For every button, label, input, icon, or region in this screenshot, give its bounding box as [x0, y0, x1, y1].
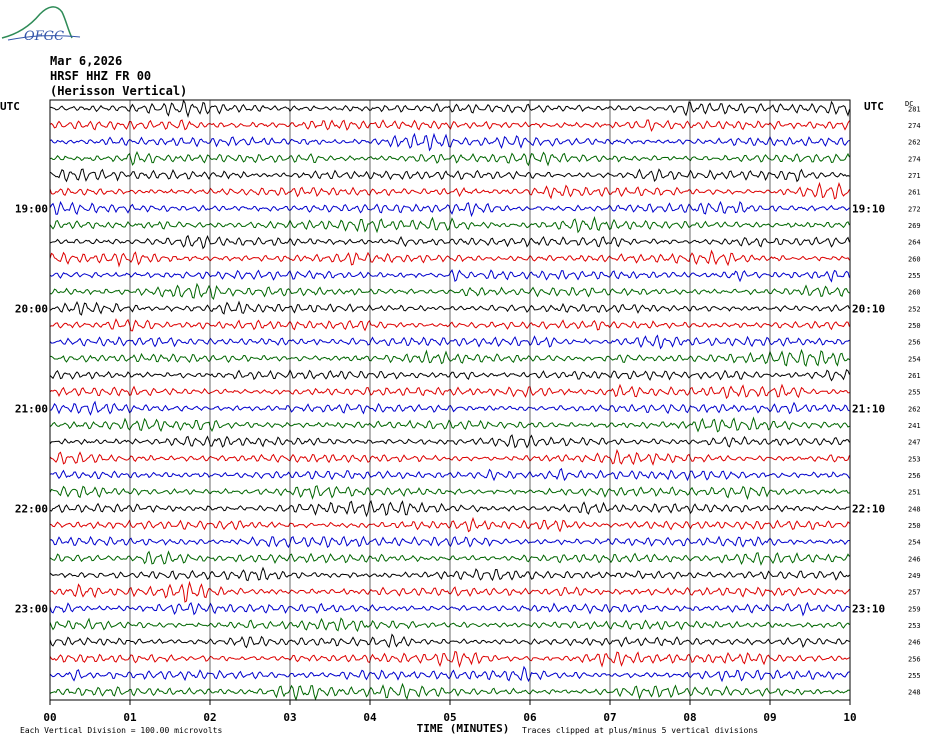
- dc-offset-label: 262: [908, 139, 921, 147]
- dc-offset-label: 253: [908, 622, 921, 630]
- dc-offset-label: 256: [908, 339, 921, 347]
- dc-offset-label: 254: [908, 539, 921, 547]
- header-date: Mar 6,2026: [50, 54, 123, 68]
- dc-offset-label: 269: [908, 222, 921, 230]
- x-tick-label: 07: [603, 711, 616, 724]
- right-time-label: 21:10: [852, 402, 885, 415]
- dc-offset-label: 256: [908, 472, 921, 480]
- dc-offset-label: 254: [908, 355, 921, 363]
- dc-offset-label: 248: [908, 689, 921, 697]
- dc-label: DC: [905, 100, 913, 108]
- x-tick-label: 06: [523, 711, 537, 724]
- dc-offset-label: 252: [908, 305, 921, 313]
- dc-offset-label: 260: [908, 289, 921, 297]
- dc-offset-label: 251: [908, 489, 921, 497]
- left-axis-label: UTC: [0, 100, 20, 113]
- ofgc-logo: OFGC: [1, 6, 81, 44]
- right-axis-label: UTC: [864, 100, 884, 113]
- left-time-label: 23:00: [15, 602, 48, 615]
- dc-offset-label: 259: [908, 605, 921, 613]
- dc-offset-label: 250: [908, 522, 921, 530]
- dc-offset-label: 281: [908, 105, 921, 113]
- header-location: (Herisson Vertical): [50, 84, 188, 98]
- dc-offset-label: 272: [908, 205, 921, 213]
- x-tick-label: 04: [363, 711, 377, 724]
- x-axis-label: TIME (MINUTES): [417, 722, 510, 735]
- dc-offset-label: 250: [908, 322, 921, 330]
- right-time-label: 19:10: [852, 202, 885, 215]
- dc-offset-label: 249: [908, 572, 921, 580]
- left-time-label: 22:00: [15, 502, 48, 515]
- x-tick-label: 09: [763, 711, 776, 724]
- header-station: HRSF HHZ FR 00: [50, 69, 152, 83]
- logo-text: OFGC: [24, 29, 64, 44]
- dc-offset-label: 247: [908, 439, 921, 447]
- dc-offset-label: 262: [908, 405, 921, 413]
- dc-offset-label: 257: [908, 589, 921, 597]
- right-time-label: 23:10: [852, 602, 885, 615]
- x-tick-label: 08: [683, 711, 696, 724]
- x-tick-labels: 00 01 02 03 04 05 06 07 08 09 10: [43, 700, 857, 724]
- dc-offset-label: 246: [908, 639, 921, 647]
- footer-clip-note: Traces clipped at plus/minus 5 vertical …: [522, 726, 758, 735]
- dc-offset-label: 255: [908, 272, 921, 280]
- left-time-label: 21:00: [15, 402, 48, 415]
- left-time-labels: 19:00 20:00 21:00 22:00 23:00: [15, 202, 48, 615]
- dc-offset-label: 255: [908, 389, 921, 397]
- x-tick-label: 10: [843, 711, 856, 724]
- dc-offset-label: 248: [908, 505, 921, 513]
- dc-offset-label: 261: [908, 372, 921, 380]
- dc-offset-label: 274: [908, 155, 921, 163]
- dc-offset-label: 260: [908, 255, 921, 263]
- x-tick-label: 03: [283, 711, 296, 724]
- dc-offset-label: 246: [908, 555, 921, 563]
- dc-offset-label: 274: [908, 122, 921, 130]
- left-time-label: 19:00: [15, 202, 48, 215]
- right-time-label: 20:10: [852, 302, 885, 315]
- x-tick-label: 02: [203, 711, 216, 724]
- dc-offset-label: 261: [908, 189, 921, 197]
- dc-offset-label: 264: [908, 239, 921, 247]
- dc-offset-label: 256: [908, 655, 921, 663]
- dc-offset-label: 255: [908, 672, 921, 680]
- footer-scale-note: Each Vertical Division = 100.00 microvol…: [20, 726, 222, 735]
- x-tick-label: 05: [443, 711, 456, 724]
- dc-offset-labels: 281 274 262 274 271 261 272 269 264 260 255 260 252 2…: [908, 105, 921, 696]
- dc-offset-label: 253: [908, 455, 921, 463]
- x-tick-label: 00: [43, 711, 56, 724]
- left-time-label: 20:00: [15, 302, 48, 315]
- right-time-label: 22:10: [852, 502, 885, 515]
- right-time-labels: 19:10 20:10 21:10 22:10 23:10: [852, 202, 885, 615]
- x-tick-label: 01: [123, 711, 137, 724]
- dc-offset-label: 241: [908, 422, 921, 430]
- minute-grid: [129, 100, 771, 700]
- dc-offset-label: 271: [908, 172, 921, 180]
